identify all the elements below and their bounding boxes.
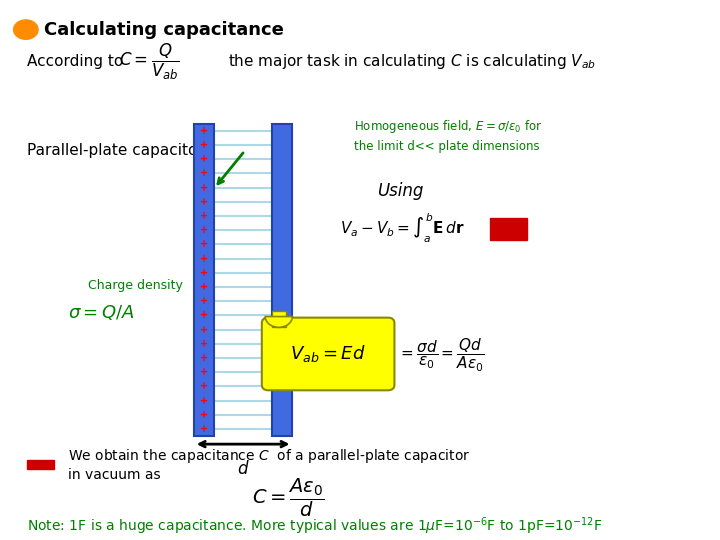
Text: $V_{ab} = Ed$: $V_{ab} = Ed$ bbox=[290, 343, 366, 364]
Text: Using: Using bbox=[377, 182, 424, 200]
Bar bbox=[27, 460, 55, 469]
Text: Note: 1F is a huge capacitance. More typical values are $1\mu$F=10$^{-6}$F to 1p: Note: 1F is a huge capacitance. More typ… bbox=[27, 516, 603, 537]
Text: +: + bbox=[200, 197, 208, 207]
Text: +: + bbox=[200, 168, 208, 179]
Text: +: + bbox=[200, 126, 208, 136]
Text: $C = \dfrac{A\varepsilon_0}{d}$: $C = \dfrac{A\varepsilon_0}{d}$ bbox=[251, 477, 324, 519]
Text: +: + bbox=[200, 211, 208, 221]
Text: +: + bbox=[200, 339, 208, 349]
Wedge shape bbox=[265, 316, 292, 327]
Text: the major task in calculating $C$ is calculating $V_{ab}$: the major task in calculating $C$ is cal… bbox=[228, 52, 596, 71]
Text: $\sigma = Q / A$: $\sigma = Q / A$ bbox=[68, 303, 135, 322]
FancyArrowPatch shape bbox=[499, 224, 516, 234]
Text: $d$: $d$ bbox=[237, 460, 249, 478]
Text: +: + bbox=[200, 381, 208, 391]
Text: Parallel-plate capacitor: Parallel-plate capacitor bbox=[27, 143, 204, 158]
Text: Calculating capacitance: Calculating capacitance bbox=[44, 21, 284, 38]
Text: +: + bbox=[200, 296, 208, 306]
Text: Charge density: Charge density bbox=[89, 279, 184, 292]
Text: +: + bbox=[200, 254, 208, 264]
Text: +: + bbox=[200, 424, 208, 434]
Text: $V_a - V_b = \int_a^b \mathbf{E}\, d\mathbf{r}$: $V_a - V_b = \int_a^b \mathbf{E}\, d\mat… bbox=[340, 212, 464, 246]
Text: +: + bbox=[200, 310, 208, 320]
Text: +: + bbox=[200, 325, 208, 335]
Bar bbox=[272, 124, 292, 436]
Text: We obtain the capacitance $C$  of a parallel-plate capacitor
in vacuum as: We obtain the capacitance $C$ of a paral… bbox=[68, 448, 470, 482]
Text: +: + bbox=[200, 367, 208, 377]
Text: +: + bbox=[200, 183, 208, 193]
FancyBboxPatch shape bbox=[262, 318, 395, 390]
Text: +: + bbox=[200, 154, 208, 164]
Text: $C = \dfrac{Q}{V_{ab}}$: $C = \dfrac{Q}{V_{ab}}$ bbox=[119, 42, 179, 82]
Text: +: + bbox=[200, 410, 208, 420]
Bar bbox=[272, 311, 286, 327]
Text: According to: According to bbox=[27, 55, 123, 70]
Text: $= \dfrac{\sigma d}{\varepsilon_0} = \dfrac{Qd}{A\varepsilon_0}$: $= \dfrac{\sigma d}{\varepsilon_0} = \df… bbox=[398, 336, 485, 374]
Text: +: + bbox=[200, 396, 208, 406]
Text: +: + bbox=[200, 282, 208, 292]
Bar bbox=[490, 218, 527, 240]
Text: Homogeneous field, $E=\sigma/\varepsilon_0$ for
the limit d<< plate dimensions: Homogeneous field, $E=\sigma/\varepsilon… bbox=[354, 118, 542, 153]
Circle shape bbox=[14, 20, 38, 39]
Text: +: + bbox=[200, 353, 208, 363]
Text: +: + bbox=[200, 225, 208, 235]
Text: +: + bbox=[200, 239, 208, 249]
Bar bbox=[194, 124, 215, 436]
Text: +: + bbox=[200, 268, 208, 278]
Text: +: + bbox=[200, 140, 208, 150]
